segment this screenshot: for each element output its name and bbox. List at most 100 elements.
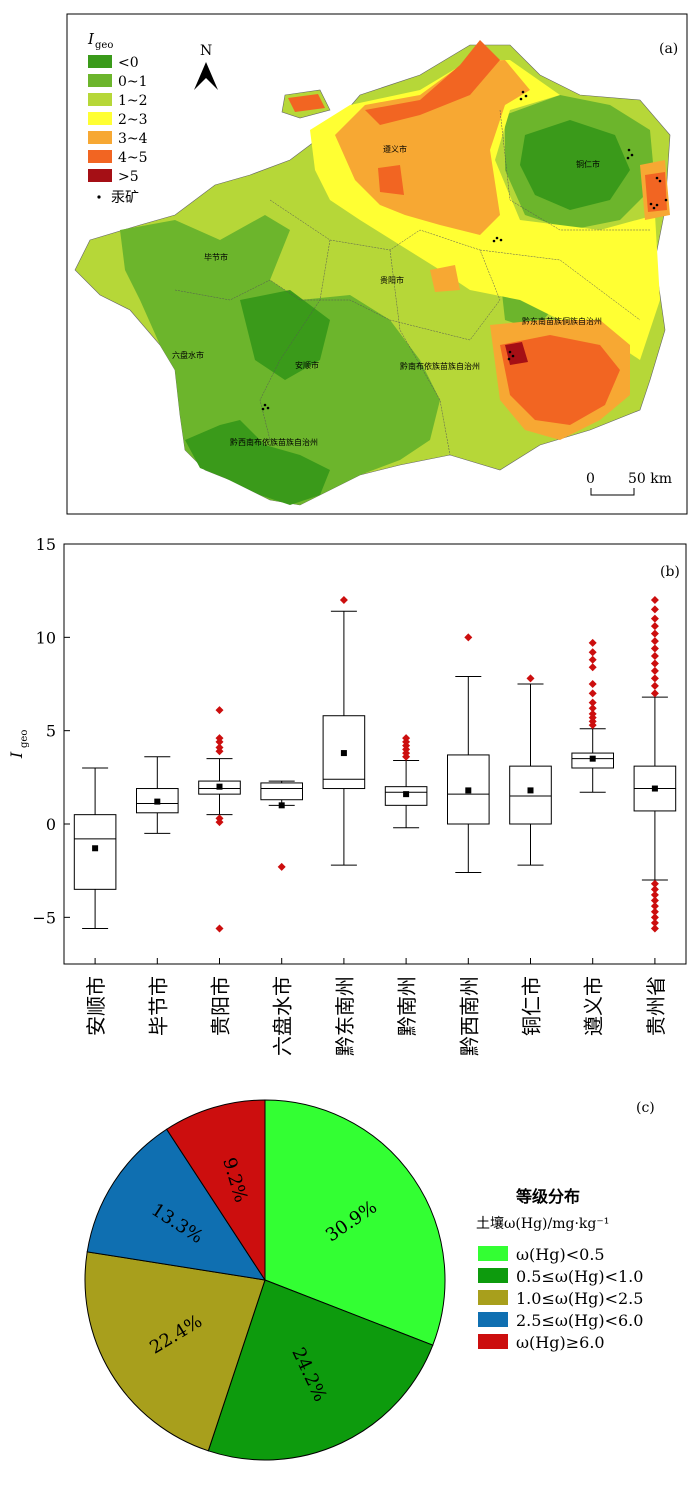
box-iqr-3: [260, 782, 303, 801]
pie-legend-label-4: ω(Hg)≥6.0: [516, 1333, 605, 1352]
pie-slice-1: [207, 1279, 434, 1461]
map-legend-label-5: 4~5: [118, 150, 148, 166]
north-label: N: [200, 43, 212, 59]
scale-zero: 0: [586, 471, 595, 487]
x-tick-label-3: 六盘水市: [271, 976, 295, 1056]
outlier-9-11: [650, 605, 659, 614]
x-tick-label-2: 贵阳市: [209, 976, 233, 1036]
map-legend-swatch-6: [88, 169, 112, 182]
outlier-9-20: [650, 918, 659, 927]
mine-points: [261, 90, 668, 411]
outlier-9-15: [650, 890, 659, 899]
mean-8: [589, 755, 596, 762]
place-7: 黔南布依族苗族自治州: [400, 361, 480, 371]
outlier-2-0: [215, 706, 224, 715]
x-tick-label-6: 黔西南州: [457, 976, 481, 1056]
x-tick-label-1: 毕节市: [146, 976, 170, 1036]
map-legend-label-2: 1~2: [118, 93, 148, 109]
outlier-9-9: [650, 622, 659, 631]
box-7: [509, 674, 552, 866]
outlier-6-0: [464, 633, 473, 642]
x-tick-label-7: 铜仁市: [520, 976, 544, 1036]
mean-7: [527, 787, 534, 794]
y-tick-label-4: 15: [36, 535, 56, 554]
outlier-9-19: [650, 913, 659, 922]
outlier-9-12: [650, 596, 659, 604]
box-5: [384, 734, 428, 829]
pie-legend-label-3: 2.5≤ω(Hg)<6.0: [516, 1311, 643, 1330]
x-tick-label-9: 贵州省: [644, 976, 668, 1036]
plot-frame: [63, 543, 687, 965]
pie-slice-4: [165, 1099, 266, 1282]
panel-b-label: (b): [660, 564, 680, 580]
pie-slice-3: [86, 1128, 267, 1281]
place-6: 安顺市: [295, 360, 319, 370]
x-tick-label-8: 遵义市: [582, 976, 606, 1036]
outlier-9-21: [650, 924, 659, 933]
admin-boundaries: [174, 109, 650, 456]
y-axis-label-group: I geo: [7, 730, 30, 760]
box-2: [198, 706, 241, 933]
map-legend-title: I: [87, 30, 95, 48]
map-legend-swatch-1: [88, 74, 112, 87]
y-axis-label-sub: geo: [19, 730, 30, 748]
zone-lt0-southwest: [185, 420, 330, 505]
outlier-9-4: [650, 659, 659, 668]
zone-gt5: [505, 342, 528, 365]
outlier-9-8: [650, 629, 659, 638]
outlier-9-5: [650, 652, 659, 660]
outlier-5-5: [402, 734, 411, 743]
map-legend-swatch-2: [88, 93, 112, 106]
zone-3-4-small: [430, 265, 460, 292]
outlier-2-2: [215, 737, 224, 746]
outlier-8-6: [588, 689, 597, 698]
mean-0: [92, 845, 99, 852]
scale-bar: 0 50 km: [586, 471, 672, 496]
y-tick-label-0: −5: [32, 908, 56, 927]
place-5: 六盘水市: [172, 350, 204, 360]
outlier-9-0: [650, 689, 659, 698]
place-0: 遵义市: [383, 144, 407, 154]
box-4: [322, 596, 366, 866]
box-6: [447, 633, 490, 874]
outlier-8-5: [588, 698, 597, 707]
outlier-8-4: [588, 704, 597, 713]
y-tick-label-3: 10: [36, 628, 56, 647]
pie-legend-swatch-0: [478, 1246, 508, 1261]
outlier-9-6: [650, 644, 659, 653]
outlier-2-6: [215, 818, 224, 827]
outlier-9-13: [650, 879, 659, 888]
pie-legend-swatch-2: [478, 1290, 508, 1305]
mean-6: [465, 787, 472, 794]
zone-4-5-west-strip: [288, 94, 325, 112]
pie-legend-swatch-1: [478, 1268, 508, 1283]
pie-legend-label-0: ω(Hg)<0.5: [516, 1245, 605, 1264]
zone-lt0-center: [240, 290, 330, 380]
map-legend-label-4: 3~4: [118, 131, 148, 147]
box-8: [571, 638, 615, 793]
outlier-8-8: [588, 663, 597, 672]
map-legend-swatch-0: [88, 55, 112, 68]
pie-legend-swatch-4: [478, 1334, 508, 1349]
y-axis-label: I: [7, 751, 26, 759]
scale-end: 50 km: [628, 471, 672, 487]
pie-legend-label-1: 0.5≤ω(Hg)<1.0: [516, 1267, 643, 1286]
place-8: 黔西南布依族苗族自治州: [230, 437, 318, 447]
outlier-9-16: [650, 896, 659, 905]
outlier-8-9: [588, 655, 597, 664]
outlier-9-14: [650, 885, 659, 894]
map-legend-swatch-3: [88, 112, 112, 125]
panel-c-pie: (c) 30.9% 24.2% 22.4% 13.3% 9.2% 等级分布 土壤ω(Hg…: [0, 1080, 700, 1495]
map-svg: 遵义市 铜仁市 毕节市 贵阳市 黔东南苗族侗族自治州 六盘水市 安顺市 黔南布依…: [66, 13, 688, 515]
mean-4: [340, 750, 347, 757]
outlier-8-11: [588, 638, 597, 647]
north-arrow-icon: [194, 62, 218, 90]
map-legend-label-0: <0: [118, 55, 139, 71]
mean-1: [154, 798, 161, 805]
outlier-9-17: [650, 902, 659, 911]
map-legend-title-sub: geo: [95, 40, 113, 51]
outlier-9-1: [650, 681, 659, 690]
outlier-8-10: [588, 648, 597, 657]
pie-legend-title: 等级分布: [515, 1187, 580, 1206]
place-2: 毕节市: [204, 252, 228, 262]
